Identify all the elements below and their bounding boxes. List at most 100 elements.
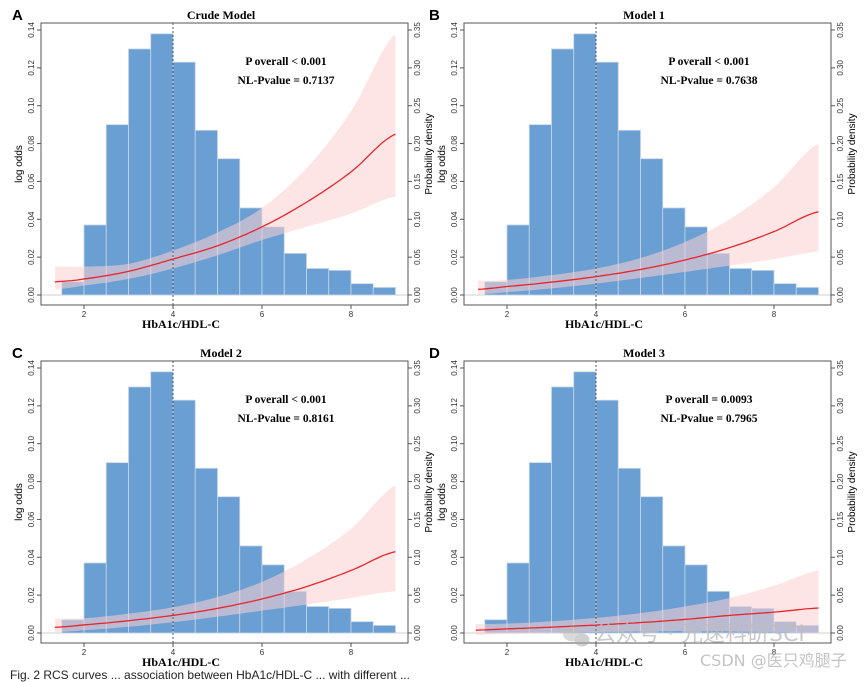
y-tick-label: 0.08 xyxy=(450,135,459,151)
y2-tick-label: 0.05 xyxy=(836,587,845,603)
x-axis-label: HbA1c/HDL-C xyxy=(565,317,643,331)
chart-panel-d: 2 4 6 80.000.020.040.060.080.100.120.140.00… xyxy=(429,345,858,669)
y-tick-label: 0.04 xyxy=(450,549,459,565)
y-tick-label: 0.06 xyxy=(450,173,459,189)
y-tick-label: 0.08 xyxy=(27,135,36,151)
y2-tick-label: 0.05 xyxy=(836,249,845,265)
y2-tick-label: 0.25 xyxy=(413,435,422,451)
nl-pvalue-annotation: NL-Pvalue = 0.7137 xyxy=(238,75,335,87)
histogram-bar xyxy=(194,129,218,296)
y-tick-label: 0.14 xyxy=(450,360,459,376)
y2-axis-label: Probability density xyxy=(847,451,858,532)
y-tick-label: 0.12 xyxy=(450,398,459,414)
y2-tick-label: 0.10 xyxy=(836,211,845,227)
histogram-bar xyxy=(128,48,152,296)
y-tick-label: 0.14 xyxy=(27,360,36,376)
y-tick-label: 0.10 xyxy=(27,435,36,451)
chart-panel-c: 2 4 6 80.000.020.040.060.080.100.120.140.00… xyxy=(12,345,435,669)
histogram-bar xyxy=(506,562,530,634)
panel-title: Crude Model xyxy=(187,8,256,22)
figure-caption: Fig. 2 RCS curves ... association betwee… xyxy=(10,668,410,682)
x-axis: 2 4 6 8 xyxy=(82,643,354,657)
plot-frame xyxy=(40,360,409,644)
y2-tick-label: 0.10 xyxy=(413,211,422,227)
x-tick-label: 8 xyxy=(349,648,354,657)
confidence-band xyxy=(55,33,396,290)
watermark-csdn-text: CSDN @医只鸡腿子 xyxy=(700,651,847,670)
y2-tick-label: 0.30 xyxy=(836,398,845,414)
y2-tick-label: 0.15 xyxy=(836,173,845,189)
y-axis-right: 0.00 0.05 0.10 0.15 0.20 0.25 0.30 0.35 xyxy=(408,22,422,303)
histogram-bar xyxy=(551,48,575,296)
histogram-bar xyxy=(328,269,352,296)
nl-pvalue-annotation: NL-Pvalue = 0.8161 xyxy=(238,413,335,425)
watermark: 公众号 · 光速科研SCI CSDN @医只鸡腿子 xyxy=(563,622,847,670)
plot-area xyxy=(41,371,408,634)
histogram-bar xyxy=(372,287,396,296)
plot-area xyxy=(41,33,408,296)
x-tick-label: 2 xyxy=(82,310,87,319)
y2-tick-label: 0.25 xyxy=(836,97,845,113)
histogram-bar xyxy=(306,268,330,296)
x-tick-label: 2 xyxy=(505,648,510,657)
y2-tick-label: 0.05 xyxy=(413,249,422,265)
y2-tick-label: 0.20 xyxy=(836,135,845,151)
plot-area xyxy=(464,33,831,296)
x-tick-label: 4 xyxy=(171,310,176,319)
y2-tick-label: 0.15 xyxy=(413,173,422,189)
x-tick-label: 6 xyxy=(683,648,688,657)
confidence-band xyxy=(475,570,819,635)
y-tick-label: 0.12 xyxy=(27,60,36,76)
histogram-bar xyxy=(573,371,597,634)
histogram-bar xyxy=(350,621,374,634)
y-tick-label: 0.04 xyxy=(27,211,36,227)
x-tick-label: 4 xyxy=(171,648,176,657)
y-tick-label: 0.00 xyxy=(450,625,459,641)
histogram-bar xyxy=(551,386,575,634)
histogram-bar xyxy=(595,61,619,296)
plot-area xyxy=(464,371,831,635)
p-overall-annotation: P overall < 0.001 xyxy=(245,394,327,406)
x-tick-label: 8 xyxy=(772,648,777,657)
histogram-bar xyxy=(729,268,753,296)
y-axis-label: log odds xyxy=(437,483,448,521)
y2-tick-label: 0.20 xyxy=(413,135,422,151)
y-tick-label: 0.06 xyxy=(27,173,36,189)
x-tick-label: 2 xyxy=(82,648,87,657)
x-tick-label: 2 xyxy=(505,310,510,319)
histogram-bar xyxy=(528,124,552,296)
y2-tick-label: 0.15 xyxy=(413,511,422,527)
histogram xyxy=(484,33,819,296)
chart-panel-b: 2 4 6 80.000.020.040.060.080.100.120.140.00… xyxy=(429,7,858,331)
y-tick-label: 0.00 xyxy=(450,287,459,303)
x-tick-label: 6 xyxy=(260,648,265,657)
plot-frame xyxy=(463,360,832,644)
y2-tick-label: 0.00 xyxy=(413,625,422,641)
y-tick-label: 0.10 xyxy=(27,97,36,113)
y-tick-label: 0.00 xyxy=(27,287,36,303)
histogram-bar xyxy=(595,399,619,634)
histogram-bar xyxy=(172,399,196,634)
panel-letter: B xyxy=(429,7,440,24)
panel-letter: D xyxy=(429,345,440,362)
x-axis-label: HbA1c/HDL-C xyxy=(142,317,220,331)
y2-tick-label: 0.35 xyxy=(413,22,422,38)
nl-pvalue-annotation: NL-Pvalue = 0.7965 xyxy=(661,413,758,425)
histogram-bar xyxy=(328,607,352,634)
plot-frame xyxy=(40,22,409,306)
histogram-bar xyxy=(372,625,396,634)
panel-title: Model 3 xyxy=(623,346,665,360)
y-tick-label: 0.02 xyxy=(27,249,36,265)
y-tick-label: 0.08 xyxy=(450,473,459,489)
chart-panel-a: 2 4 6 80.000.020.040.060.080.100.120.140.00… xyxy=(12,7,435,331)
plot-frame xyxy=(463,22,832,306)
y-tick-label: 0.00 xyxy=(27,625,36,641)
y2-tick-label: 0.05 xyxy=(413,587,422,603)
histogram-bar xyxy=(795,287,819,296)
y-tick-label: 0.10 xyxy=(450,97,459,113)
y-tick-label: 0.06 xyxy=(27,511,36,527)
y2-tick-label: 0.00 xyxy=(413,287,422,303)
x-tick-label: 6 xyxy=(683,310,688,319)
histogram-bar xyxy=(751,269,775,296)
nl-pvalue-annotation: NL-Pvalue = 0.7638 xyxy=(661,75,758,87)
